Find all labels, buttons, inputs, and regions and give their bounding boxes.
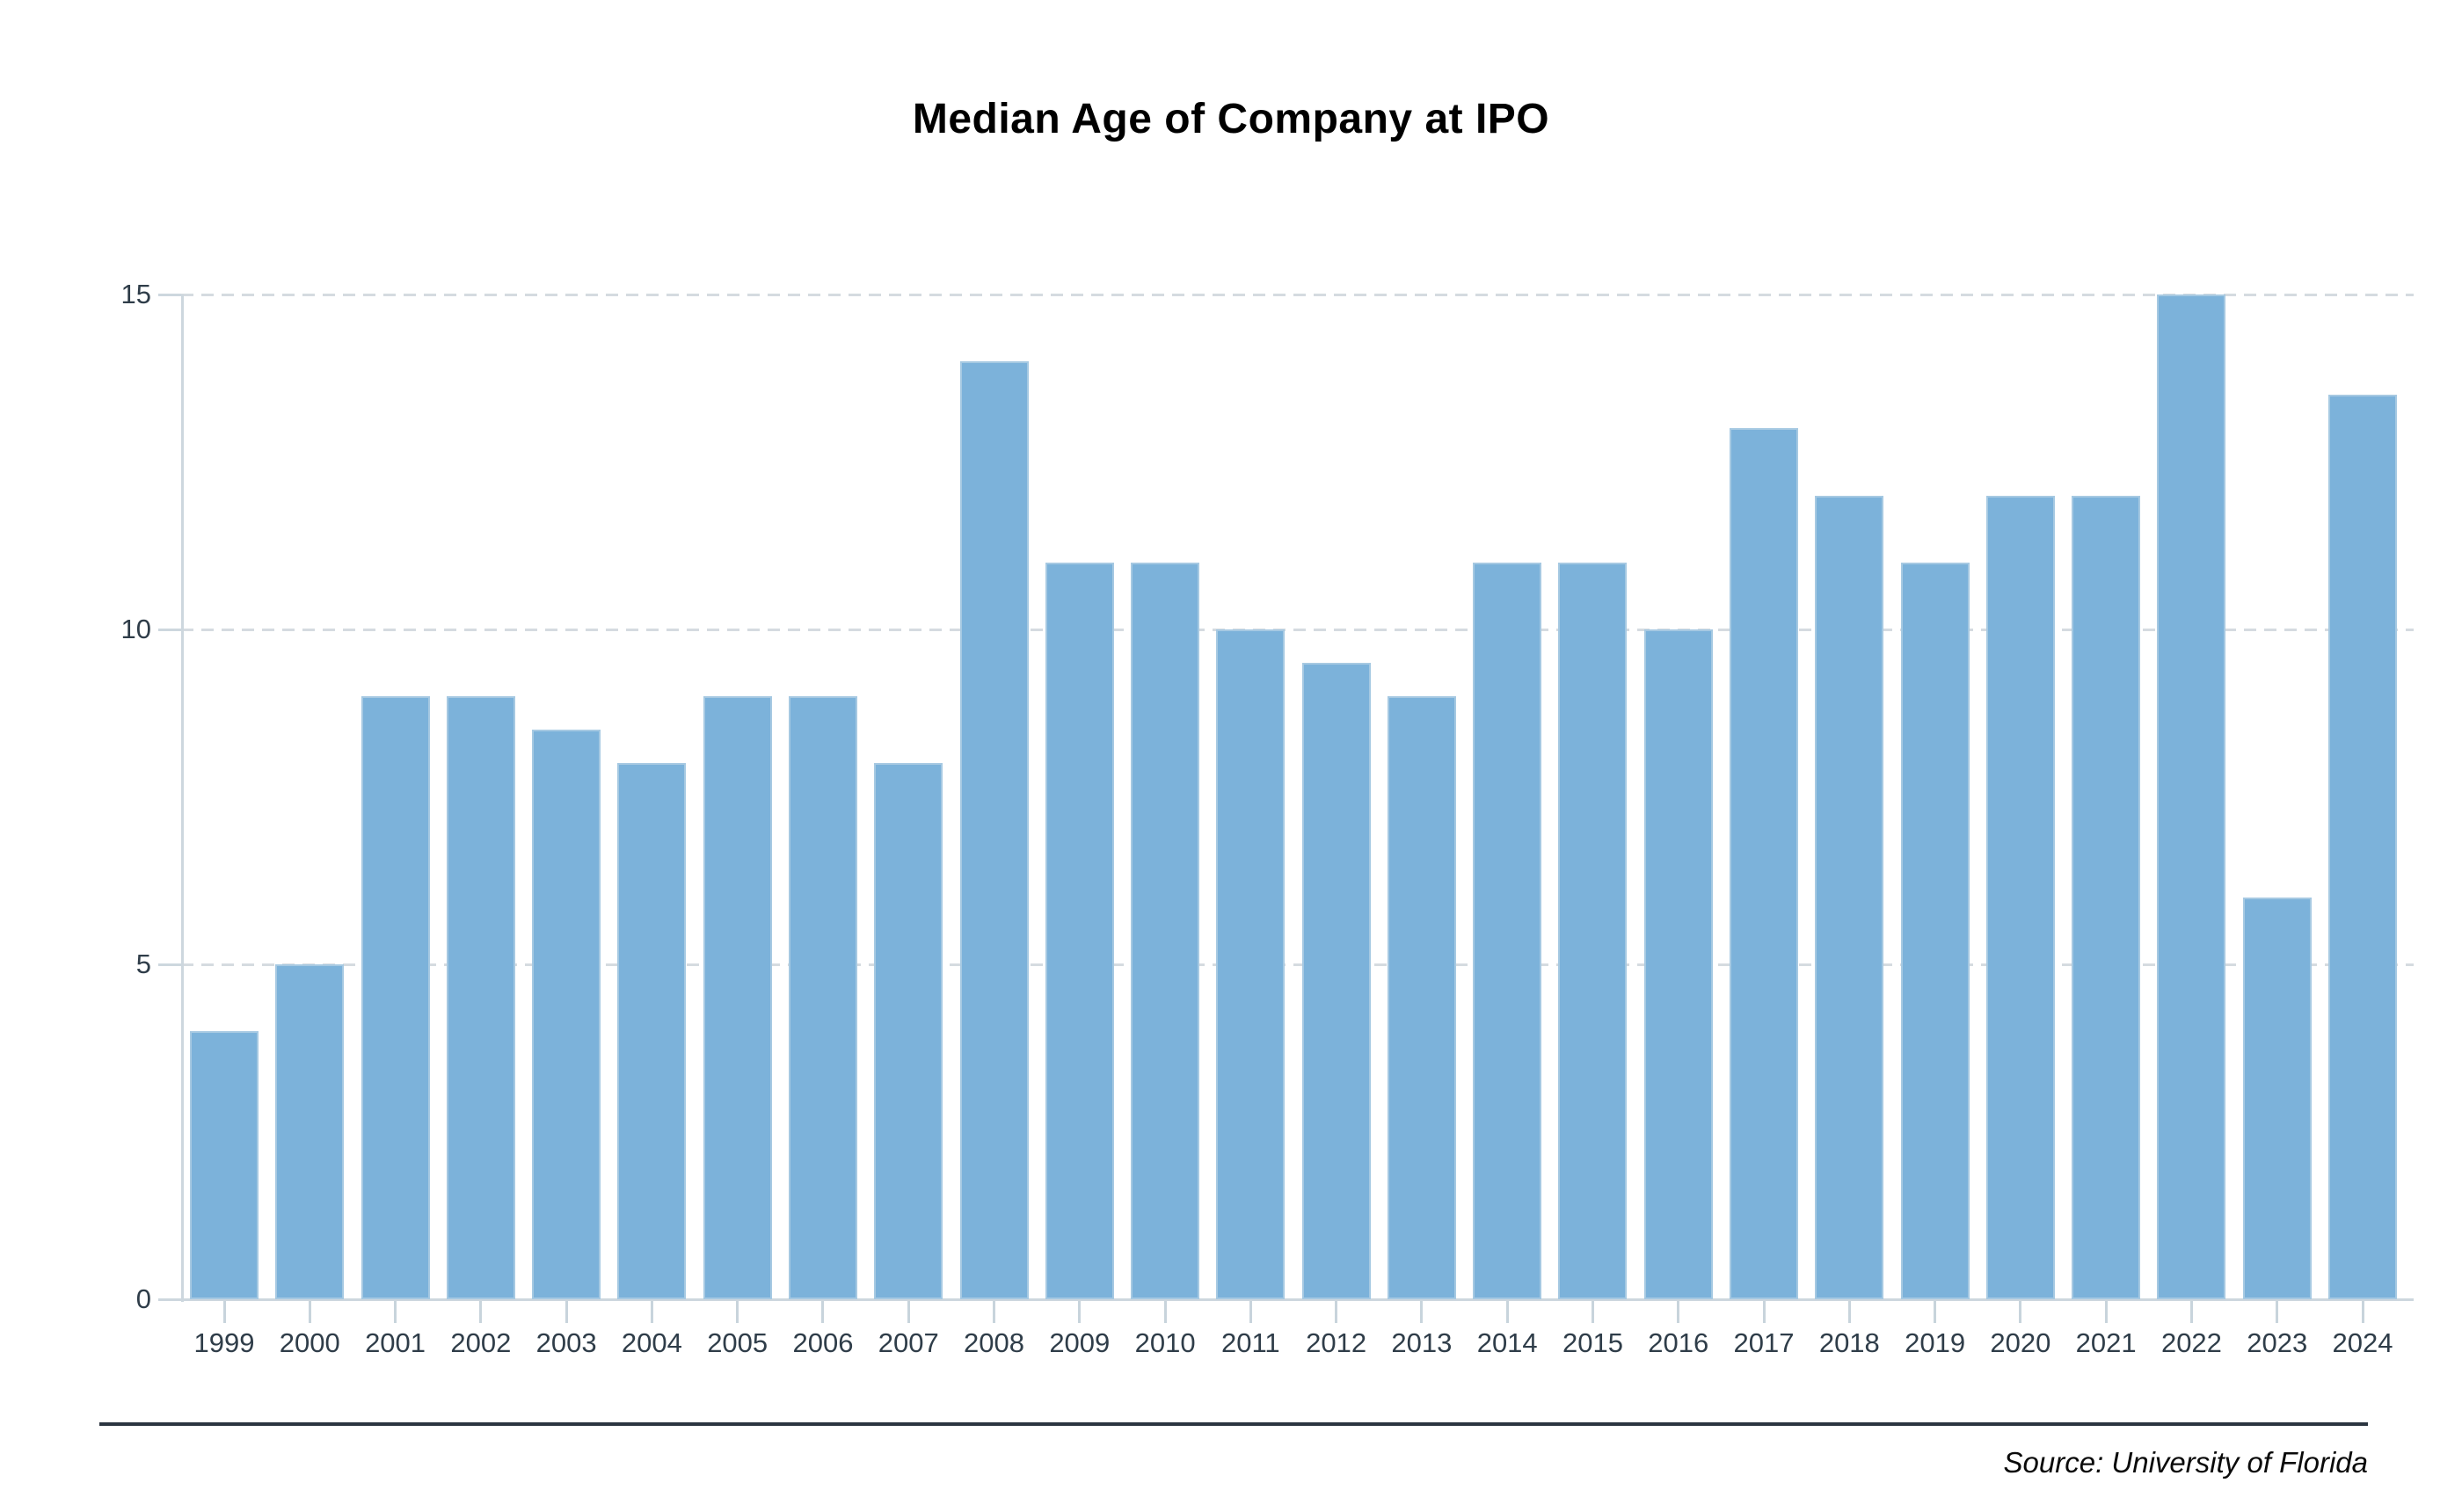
x-tick-2002 — [479, 1301, 483, 1323]
x-tick-2003 — [565, 1301, 568, 1323]
x-tick-2013 — [1420, 1301, 1424, 1323]
bar-2020 — [1985, 495, 2055, 1299]
x-axis-label-1999: 1999 — [193, 1327, 255, 1358]
x-axis-label-2016: 2016 — [1648, 1327, 1709, 1358]
x-axis-label-2022: 2022 — [2160, 1327, 2222, 1358]
x-tick-2000 — [308, 1301, 311, 1323]
x-axis-label-2019: 2019 — [1905, 1327, 1966, 1358]
bar-2009 — [1045, 562, 1114, 1299]
x-tick-2014 — [1505, 1301, 1509, 1323]
x-axis-label-2021: 2021 — [2075, 1327, 2137, 1358]
bar-2010 — [1131, 562, 1200, 1299]
y-axis-label-15: 15 — [120, 279, 151, 309]
x-tick-2016 — [1677, 1301, 1680, 1323]
bar-2015 — [1558, 562, 1628, 1299]
bar-2019 — [1900, 562, 1970, 1299]
x-axis-label-2023: 2023 — [2247, 1327, 2308, 1358]
x-axis-label-2017: 2017 — [1733, 1327, 1795, 1358]
y-tick-5 — [158, 963, 181, 966]
y-axis-label-5: 5 — [135, 949, 151, 979]
x-tick-2007 — [907, 1301, 910, 1323]
y-axis-line — [181, 294, 184, 1302]
gridline-y-15 — [181, 294, 2414, 296]
x-tick-2001 — [394, 1301, 397, 1323]
x-tick-1999 — [222, 1301, 226, 1323]
x-axis-label-2005: 2005 — [707, 1327, 768, 1358]
x-tick-2022 — [2189, 1301, 2193, 1323]
y-axis-label-10: 10 — [120, 614, 151, 644]
bar-2011 — [1216, 629, 1286, 1299]
source-credit: Source: University of Florida — [2003, 1446, 2368, 1479]
x-axis-label-2004: 2004 — [621, 1327, 682, 1358]
bar-2016 — [1643, 629, 1713, 1299]
x-tick-2009 — [1078, 1301, 1082, 1323]
bar-2021 — [2072, 495, 2141, 1299]
bar-2024 — [2328, 395, 2397, 1299]
bar-1999 — [190, 1031, 259, 1299]
x-tick-2010 — [1163, 1301, 1167, 1323]
bar-2023 — [2242, 897, 2312, 1299]
x-tick-2019 — [1934, 1301, 1937, 1323]
x-axis-label-2002: 2002 — [450, 1327, 512, 1358]
bar-2013 — [1387, 696, 1456, 1299]
x-axis-label-2006: 2006 — [792, 1327, 854, 1358]
x-tick-2008 — [993, 1301, 996, 1323]
x-tick-2024 — [2361, 1301, 2364, 1323]
x-axis-line — [158, 1298, 2414, 1301]
x-axis-label-2020: 2020 — [1990, 1327, 2051, 1358]
x-axis-label-2009: 2009 — [1049, 1327, 1111, 1358]
bar-2007 — [874, 763, 943, 1299]
y-tick-15 — [158, 294, 181, 296]
y-axis-label-0: 0 — [135, 1283, 151, 1314]
x-axis-label-2001: 2001 — [365, 1327, 426, 1358]
bar-2018 — [1815, 495, 1884, 1299]
x-axis-label-2014: 2014 — [1476, 1327, 1538, 1358]
x-tick-2012 — [1335, 1301, 1338, 1323]
x-axis-label-2003: 2003 — [535, 1327, 597, 1358]
x-axis-label-2012: 2012 — [1306, 1327, 1367, 1358]
x-axis-label-2015: 2015 — [1562, 1327, 1623, 1358]
bar-2008 — [959, 361, 1029, 1299]
bar-2012 — [1301, 663, 1371, 1299]
x-axis-label-2007: 2007 — [878, 1327, 939, 1358]
gridline-y-10 — [181, 629, 2414, 631]
bar-2001 — [361, 696, 430, 1299]
bar-2002 — [446, 696, 515, 1299]
x-tick-2017 — [1762, 1301, 1766, 1323]
x-tick-2011 — [1249, 1301, 1252, 1323]
gridline-y-5 — [181, 963, 2414, 966]
x-axis-label-2010: 2010 — [1134, 1327, 1196, 1358]
x-axis-label-2013: 2013 — [1391, 1327, 1453, 1358]
footer-divider — [99, 1422, 2368, 1426]
x-tick-2005 — [736, 1301, 739, 1323]
x-tick-2015 — [1591, 1301, 1594, 1323]
x-axis-label-2008: 2008 — [964, 1327, 1024, 1358]
x-tick-2023 — [2276, 1301, 2279, 1323]
x-axis-label-2018: 2018 — [1818, 1327, 1880, 1358]
bar-2004 — [617, 763, 687, 1299]
bar-2000 — [275, 964, 345, 1299]
x-axis-label-2024: 2024 — [2332, 1327, 2393, 1358]
x-axis-label-2011: 2011 — [1221, 1327, 1280, 1358]
x-tick-2006 — [821, 1301, 825, 1323]
x-tick-2020 — [2019, 1301, 2022, 1323]
bar-2006 — [788, 696, 857, 1299]
bar-2014 — [1473, 562, 1542, 1299]
y-tick-10 — [158, 629, 181, 631]
chart-title: Median Age of Company at IPO — [912, 96, 1550, 142]
x-tick-2021 — [2104, 1301, 2108, 1323]
bar-2017 — [1730, 428, 1799, 1299]
bar-2003 — [532, 730, 601, 1299]
bar-2022 — [2157, 294, 2226, 1299]
bar-2005 — [703, 696, 772, 1299]
x-axis-label-2000: 2000 — [279, 1327, 340, 1358]
x-tick-2004 — [650, 1301, 653, 1323]
x-tick-2018 — [1847, 1301, 1851, 1323]
